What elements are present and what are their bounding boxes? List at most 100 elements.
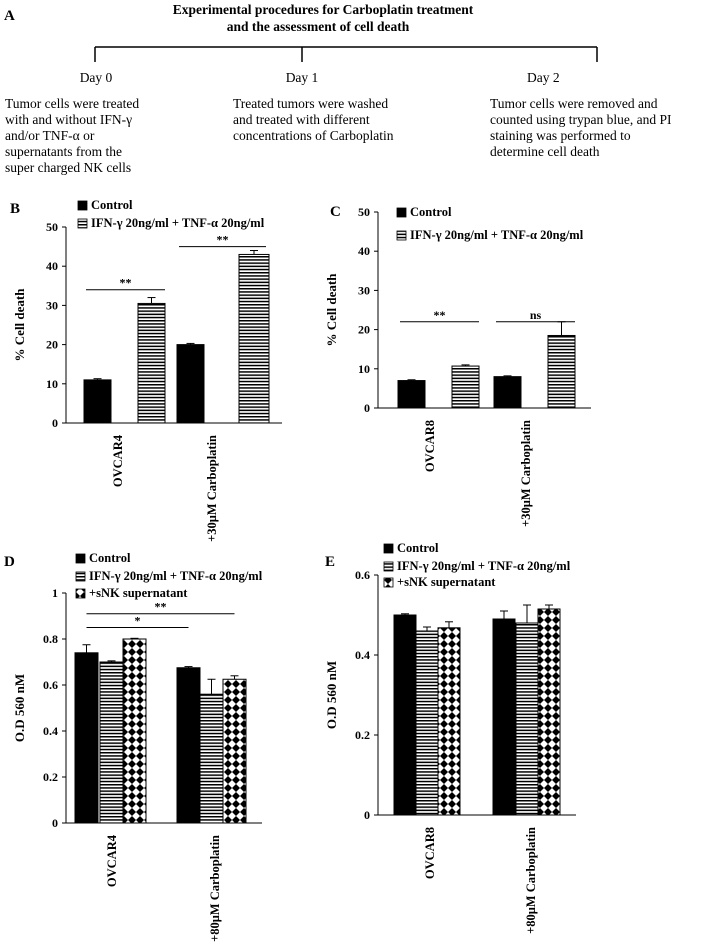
legend-swatch [383,543,394,554]
panel-c-chart: C 0 10 20 30 40 50 % Cell death OVCAR8 +30μM Carb… [324,204,591,527]
significance-label: ** [217,233,229,247]
y-tick-label: 0.4 [355,648,370,662]
y-axis-label: % Cell death [324,273,339,347]
significance-label: * [135,614,141,628]
y-tick-label: 0.2 [43,770,58,784]
panel-a-title-line1: Experimental procedures for Carboplatin … [173,2,474,17]
day1-desc-line: concentrations of Carboplatin [233,128,394,143]
y-tick-label: 20 [358,323,370,337]
bar [492,618,516,816]
legend-label: IFN-γ 20ng/ml + TNF-α 20ng/ml [397,559,571,573]
category-label: +80μM Carboplatin [208,835,222,942]
legend-label: Control [410,205,452,219]
y-tick-label: 0 [52,416,58,430]
y-tick-label: 0 [52,816,58,830]
legend-label: +sNK supernatant [397,575,496,589]
legend-label: +sNK supernatant [89,586,188,600]
y-tick-label: 0.8 [43,632,58,646]
legend-swatch [383,577,394,588]
day2-desc-line: Tumor cells were removed and [490,96,658,111]
legend-swatch [75,571,86,582]
y-tick-label: 0.2 [355,728,370,742]
legend-swatch [396,230,407,241]
day0-desc-line: supernatants from the [5,144,122,159]
bar [99,661,124,824]
legend-label: IFN-γ 20ng/ml + TNF-α 20ng/ml [89,569,263,583]
bar [199,693,224,824]
category-label: OVCAR4 [105,834,119,887]
day2-desc-line: counted using trypan blue, and PI [490,112,672,127]
day0-desc-line: super charged NK cells [5,160,131,175]
bar [122,638,147,824]
panel-letter: B [10,201,20,217]
day2-desc-line: determine cell death [490,144,600,159]
legend-label: Control [91,198,133,212]
panel-e-chart: E 0 0.2 0.4 0.6 O.D 560 nM OVCAR8 +80μM Carbopl… [324,541,576,934]
legend-swatch [75,588,86,599]
y-tick-label: 1 [52,586,58,600]
category-label: OVCAR8 [423,420,437,472]
category-label: +30μM Carboplatin [519,420,533,527]
y-tick-label: 10 [46,377,58,391]
bar [222,678,247,824]
panel-letter: C [330,204,341,220]
legend-label: Control [397,541,439,555]
bar [451,365,480,409]
y-tick-label: 20 [46,338,58,352]
significance-label: ** [155,600,167,614]
day0-desc-line: and/or TNF-α or [5,128,95,143]
panel-a: A Experimental procedures for Carboplati… [4,2,672,175]
day0-desc-line: Tumor cells were treated [5,96,139,111]
category-label: OVCAR8 [423,827,437,879]
panel-letter: E [325,554,335,570]
y-tick-label: 50 [358,205,370,219]
y-tick-label: 0.6 [355,568,370,582]
category-label: +30μM Carboplatin [205,435,219,542]
bar [547,334,576,409]
bar [137,302,166,424]
legend-swatch [77,218,88,229]
panel-a-letter: A [4,8,15,24]
legend-label: IFN-γ 20ng/ml + TNF-α 20ng/ml [410,228,584,242]
y-tick-label: 10 [358,362,370,376]
y-tick-label: 30 [358,283,370,297]
y-axis-label: O.D 560 nM [12,674,27,742]
panel-letter: D [4,554,15,570]
significance-label: ** [120,276,132,290]
legend-label: IFN-γ 20ng/ml + TNF-α 20ng/ml [91,216,265,230]
day2-desc-line: staining was performed to [490,128,631,143]
y-tick-label: 40 [358,244,370,258]
legend-swatch [77,200,88,211]
bar [493,376,522,409]
panel-a-title-line2: and the assessment of cell death [227,19,410,34]
bar [397,380,426,409]
legend-swatch [396,207,407,218]
day0-label: Day 0 [80,70,113,85]
bar [415,630,439,816]
y-tick-label: 0 [364,401,370,415]
day0-desc-line: with and without IFN-γ [5,112,132,127]
bar [537,608,561,816]
day1-desc-line: Treated tumors were washed [233,96,388,111]
legend-swatch [383,561,394,572]
legend-swatch [75,553,86,564]
category-label: +80μM Carboplatin [524,827,538,934]
y-tick-label: 0.6 [43,678,58,692]
y-tick-label: 30 [46,298,58,312]
y-axis-label: % Cell death [12,288,27,362]
day1-desc-line: and treated with different [233,112,370,127]
bar [393,614,417,816]
bar [437,627,461,816]
y-tick-label: 50 [46,220,58,234]
panel-b-chart: B 0 10 20 30 40 50 % Cell death OVCAR4 +30μM Carb… [10,198,282,542]
category-label: OVCAR4 [111,434,125,487]
significance-label: ** [434,308,446,322]
bar [83,379,112,424]
bar [238,253,270,424]
day1-label: Day 1 [286,70,319,85]
bar [176,344,205,424]
panel-d-chart: D 0 0.2 0.4 0.6 0.8 1 O.D 560 nM OVCAR4 +80μM Car… [4,551,263,942]
y-tick-label: 0 [364,808,370,822]
